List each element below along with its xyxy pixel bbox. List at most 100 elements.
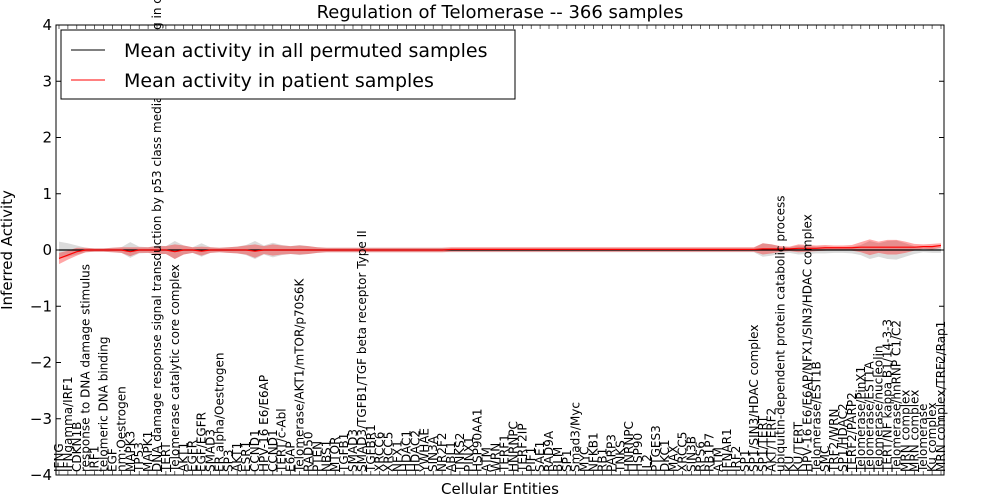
category-label: SP3 [221, 450, 235, 473]
category-label: CCND1 [266, 429, 280, 472]
category-label: MAPK1 [141, 431, 155, 472]
category-label: ubiquitin-dependent protein catabolic pr… [774, 196, 788, 472]
category-label: RAD50 [301, 431, 315, 472]
category-label: YWHAE [417, 428, 431, 473]
category-label: nm:Oestrogen [114, 386, 128, 472]
category-label: MAPK3 [123, 431, 137, 472]
category-label: PIF1 [524, 447, 538, 472]
category-label: EGF/EGFR [195, 412, 209, 472]
category-label: BLM [551, 447, 565, 472]
category-label: SP1/SIN3/HDAC complex [747, 325, 761, 472]
category-label: PTGES3 [649, 425, 663, 472]
category-label: Telomerase [916, 404, 930, 473]
category-label: NFKB1 [587, 432, 601, 472]
legend-label-permuted: Mean activity in all permuted samples [124, 40, 487, 62]
y-tick-label: −4 [30, 466, 52, 484]
category-label: Telomerase/hnRNP C1/C2 [889, 320, 903, 473]
category-label: HNRNPC [506, 421, 520, 472]
category-label: MRN complex [907, 390, 921, 472]
category-label: MRN complex/TRF2/Rap1 [934, 321, 948, 472]
category-label: IFNgamma/IRF1 [61, 376, 75, 472]
category-label: TGFB1 [337, 433, 351, 473]
category-label: TNKS2 [453, 433, 467, 473]
category-label: IRF1 [88, 446, 102, 472]
y-tick-label: 4 [42, 16, 52, 34]
category-label: MTOR [328, 437, 342, 472]
legend-box [60, 29, 516, 100]
category-label: RB1 [595, 448, 609, 472]
category-label: Telomerase/AKT1/mTOR/p70S6K [293, 277, 307, 473]
category-label: EGFR [186, 440, 200, 472]
category-label: SP1 [738, 450, 752, 473]
category-label: TERT/NF kappa B1/14-3-3 [881, 319, 895, 473]
category-label: response to DNA damage stimulus [79, 264, 93, 472]
category-label: SMAD3/TGFB1/TGF beta receptor Type II [355, 230, 369, 472]
category-label: TERF2/PARP2 [845, 392, 859, 473]
category-label: TGFBR1 [364, 424, 378, 473]
category-label: XRCC6 [373, 432, 387, 472]
category-label: XRCC5 [676, 432, 690, 472]
category-label: HPV-16 E6/E6AP [257, 375, 271, 472]
x-axis-label: Cellular Entities [441, 480, 559, 498]
category-label: TRF2/WRN [827, 409, 841, 473]
category-label: DNA damage response signal transduction … [150, 0, 164, 472]
line-patient [58, 244, 942, 259]
y-tick-label: −3 [30, 410, 52, 428]
category-label: HDAC2 [408, 430, 422, 472]
category-label: SIN3B [685, 436, 699, 472]
category-label: TP53 [132, 442, 146, 473]
category-label: EGF [105, 448, 119, 472]
category-label: MRN complex [898, 390, 912, 472]
category-label: WRN [489, 443, 503, 472]
category-label: HSP90AA1 [471, 408, 485, 472]
category-label: AKT/TERF2 [765, 408, 779, 472]
category-label: NFX1 [391, 440, 405, 472]
y-tick-label: −2 [30, 354, 52, 372]
category-label: Telomerase/EST1B [809, 361, 823, 473]
category-label: HPV-16 E6/E6AP/NFX1/SIN3/HDAC complex [800, 214, 814, 472]
category-label: SMC [818, 446, 832, 472]
category-label: SP1/HDAC2 [836, 403, 850, 472]
category-label: IL2 [640, 454, 654, 472]
y-axis-label: Inferred Activity [0, 190, 16, 310]
y-tick-label: 1 [42, 185, 52, 203]
category-label: RB1P7 [702, 433, 716, 472]
category-label: PTEN [310, 441, 324, 472]
category-label: HDAC1 [399, 430, 413, 472]
category-label: ABL1 [444, 441, 458, 472]
legend: Mean activity in all permuted samples Me… [60, 29, 516, 100]
category-label: Telomerase catalytic core complex [168, 264, 182, 473]
category-label: RPS6 [693, 441, 707, 472]
category-label: IRF2 [729, 446, 743, 472]
category-label: KU/TERT [791, 421, 805, 472]
category-label: ESR1 [239, 441, 253, 472]
category-label: NR2F2 [435, 433, 449, 473]
category-label: Telomerase/nucleolin [872, 345, 886, 473]
category-label: SAE1 [533, 441, 547, 472]
category-label: telomeric DNA binding [97, 337, 111, 473]
category-label: TERT/c-Abl [275, 408, 289, 473]
category-label: SMAD3 [203, 429, 217, 472]
category-label: AKT1 [230, 442, 244, 472]
category-label: Telomerase/PinX1 [854, 366, 868, 473]
category-label: ATM [711, 447, 725, 472]
category-label: HNRNPC [622, 421, 636, 472]
category-label: HSP90 [631, 433, 645, 472]
category-label: PARP3 [604, 434, 618, 472]
category-label: Telomerase/EST1A [863, 360, 877, 473]
category-label: ER alpha/Oestrogen [212, 353, 226, 472]
category-label: Smad3/Myc [569, 402, 583, 472]
y-tick-label: −1 [30, 297, 52, 315]
y-tick-label: 3 [42, 72, 52, 90]
category-label: E6AP [284, 441, 298, 472]
category-label: KU [783, 456, 797, 472]
category-label: Ku complex [925, 402, 939, 472]
category-label: PINX1 [462, 436, 476, 472]
category-label: MAX [667, 445, 681, 472]
category-label: MYC [578, 447, 592, 472]
category-label: TNKS [613, 440, 627, 473]
category-label: CCND1 [248, 429, 262, 472]
category-label: XRCC5 [382, 432, 396, 472]
